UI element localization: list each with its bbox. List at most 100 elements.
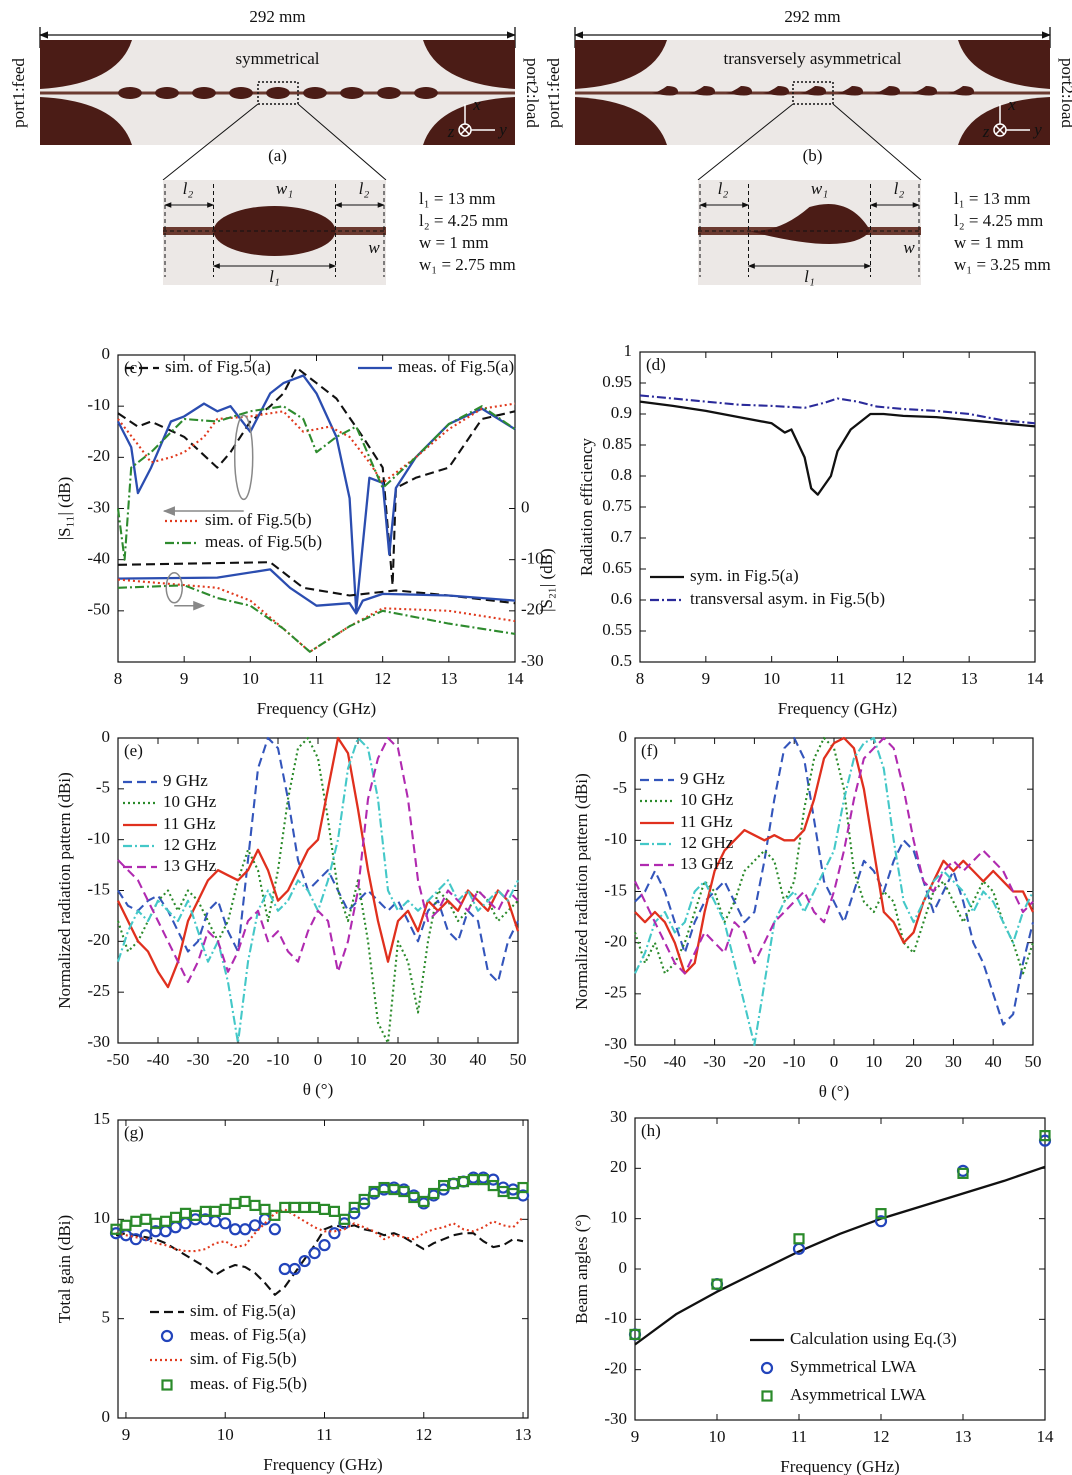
legend-label: 12 GHz	[163, 835, 217, 854]
y-tick-label: 0.5	[611, 651, 632, 670]
y-tick-label: -20	[604, 932, 627, 951]
y-tick-label: 0.6	[611, 589, 632, 608]
marker	[328, 1227, 341, 1240]
annotation	[165, 572, 183, 604]
series-line	[117, 736, 519, 984]
x-tick-label: -40	[663, 1052, 686, 1071]
x-tick-label: 0	[830, 1052, 839, 1071]
parameter: w₁ = 2.75 mm	[419, 255, 516, 274]
y-tick-label: 0	[102, 1407, 111, 1426]
x-tick-label: 9	[631, 1427, 640, 1446]
axis-letter: y	[497, 120, 507, 139]
series-line	[117, 578, 516, 653]
y2-tick-label: -30	[521, 651, 544, 670]
marker	[130, 1215, 142, 1227]
x-axis-label: Frequency (GHz)	[778, 699, 897, 718]
legend-label: 13 GHz	[163, 856, 217, 875]
dimension-symbol: w	[368, 238, 380, 257]
y-tick-label: 30	[610, 1107, 627, 1126]
marker	[268, 1223, 281, 1236]
marker	[209, 1205, 221, 1217]
zoom-box	[792, 81, 834, 105]
marker	[160, 1215, 172, 1227]
x-tick-label: 8	[636, 669, 645, 688]
antenna-flare	[423, 40, 515, 89]
marker	[793, 1233, 805, 1245]
legend-swatch	[161, 1379, 173, 1391]
bead	[689, 86, 716, 96]
x-tick-label: -10	[783, 1052, 806, 1071]
width-label: 292 mm	[249, 7, 305, 26]
panel-label: (d)	[646, 355, 666, 374]
x-tick-label: 11	[316, 1425, 332, 1444]
marker	[318, 1239, 331, 1252]
marker	[179, 1207, 192, 1219]
x-axis-label: θ (°)	[819, 1082, 850, 1101]
y-tick-label: 20	[610, 1157, 627, 1176]
y2-tick-label: 0	[521, 497, 530, 516]
marker	[219, 1203, 231, 1216]
legend-label: Asymmetrical LWA	[790, 1385, 927, 1404]
y-tick-label: -30	[87, 497, 110, 516]
series-line	[117, 366, 516, 587]
marker	[418, 1195, 430, 1208]
zoom-line	[697, 103, 794, 181]
legend-label: 9 GHz	[680, 769, 725, 788]
bead	[377, 87, 401, 99]
y-tick-label: -25	[604, 983, 627, 1002]
marker	[288, 1262, 301, 1276]
series-line	[116, 405, 516, 561]
zoom-box	[257, 81, 299, 105]
legend-label: 10 GHz	[163, 792, 217, 811]
parameter: w = 1 mm	[954, 233, 1024, 252]
plot-frame	[117, 354, 516, 663]
y-tick-label: -15	[87, 879, 110, 898]
series-line	[117, 568, 516, 615]
axis-letter: x	[472, 95, 481, 114]
x-tick-label: 13	[515, 1425, 532, 1444]
y-tick-label: 0.55	[602, 620, 632, 639]
y-tick-label: 0.8	[611, 465, 632, 484]
x-tick-label: 13	[961, 669, 978, 688]
series-line	[115, 1224, 524, 1296]
panel-label: (a)	[268, 146, 287, 165]
y-axis-label: |S₁₁| (dB)	[55, 477, 74, 541]
x-tick-label: 10	[242, 669, 259, 688]
series-line	[639, 394, 1036, 425]
x-tick-label: 9	[122, 1425, 131, 1444]
x-tick-label: -40	[147, 1050, 170, 1069]
bead	[911, 86, 938, 96]
series-line	[634, 1165, 1046, 1346]
panel-subtitle: symmetrical	[235, 49, 319, 68]
marker	[308, 1247, 321, 1260]
marker	[328, 1205, 341, 1217]
axis-letter: z	[447, 122, 455, 141]
y-axis-label: Normalized radiation pattern (dBi)	[55, 772, 74, 1009]
legend-label: sim. of Fig.5(b)	[205, 510, 312, 529]
bead	[192, 87, 216, 99]
legend-label: sym. in Fig.5(a)	[690, 566, 799, 585]
bead	[266, 87, 290, 99]
marker	[477, 1173, 489, 1186]
y-tick-label: 0.75	[602, 496, 632, 515]
x-tick-label: 12	[895, 669, 912, 688]
marker	[249, 1199, 261, 1212]
x-tick-label: 50	[510, 1050, 527, 1069]
marker	[517, 1181, 529, 1194]
axis-glyph	[995, 104, 1030, 135]
y-tick-label: -10	[604, 829, 627, 848]
parameter: l₁ = 13 mm	[954, 189, 1030, 208]
marker	[507, 1187, 519, 1200]
legend-label: 9 GHz	[163, 771, 208, 790]
marker	[348, 1207, 361, 1220]
bead	[948, 86, 975, 96]
x-axis-label: θ (°)	[303, 1080, 334, 1099]
y-tick-label: -25	[87, 981, 110, 1000]
marker	[1039, 1130, 1051, 1142]
y-tick-label: -30	[87, 1032, 110, 1051]
y-tick-label: -15	[604, 880, 627, 899]
antenna-flare	[40, 97, 132, 145]
y-axis-label: Normalized radiation pattern (dBi)	[572, 773, 591, 1010]
antenna-flare	[40, 40, 132, 89]
y-tick-label: 0	[619, 1258, 628, 1277]
